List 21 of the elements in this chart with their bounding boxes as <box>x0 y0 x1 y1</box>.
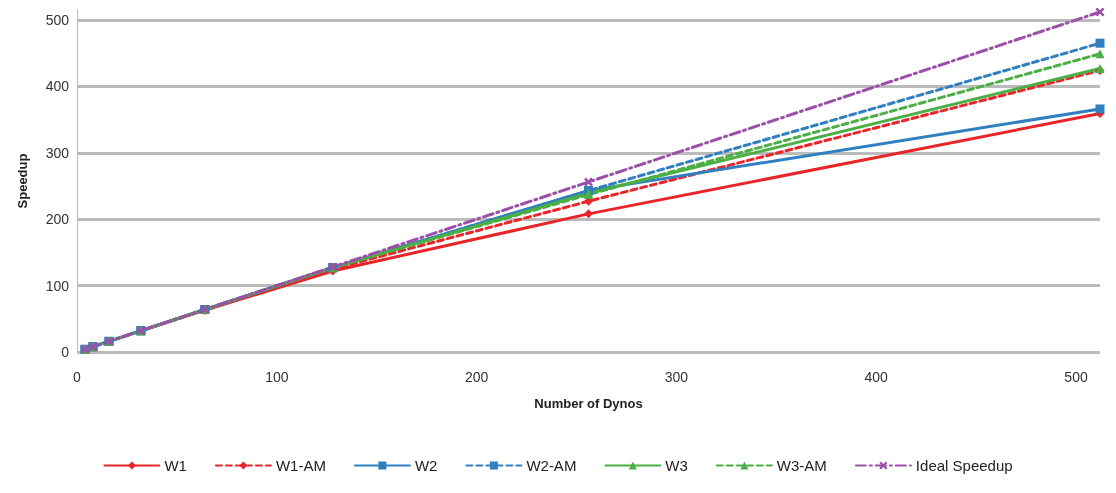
x-tick-label: 400 <box>864 369 889 385</box>
y-tick-label: 300 <box>45 144 70 161</box>
x-tick-label: 500 <box>1064 369 1088 385</box>
legend-label: W1-AM <box>275 457 326 474</box>
y-tick-label: 0 <box>61 344 70 360</box>
y-tick-label: 400 <box>45 78 70 95</box>
y-tick-label: 100 <box>45 277 70 294</box>
x-axis-title: Number of Dynos <box>534 396 643 411</box>
x-tick-label: 300 <box>664 369 689 385</box>
x-tick-label: 100 <box>265 369 289 385</box>
x-tick-label: 200 <box>464 369 489 385</box>
legend-label: W1 <box>164 457 187 474</box>
legend-label: W3-AM <box>776 457 827 474</box>
legend-label: W2-AM <box>526 457 577 474</box>
y-axis-title: Speedup <box>15 153 30 209</box>
y-tick-label: 200 <box>45 211 70 228</box>
legend-label: W2 <box>414 457 438 474</box>
x-tick-label: 0 <box>73 369 82 385</box>
y-tick-label: 500 <box>45 11 70 28</box>
legend-label: W3 <box>665 457 688 474</box>
legend-label: Ideal Speedup <box>915 457 1013 474</box>
